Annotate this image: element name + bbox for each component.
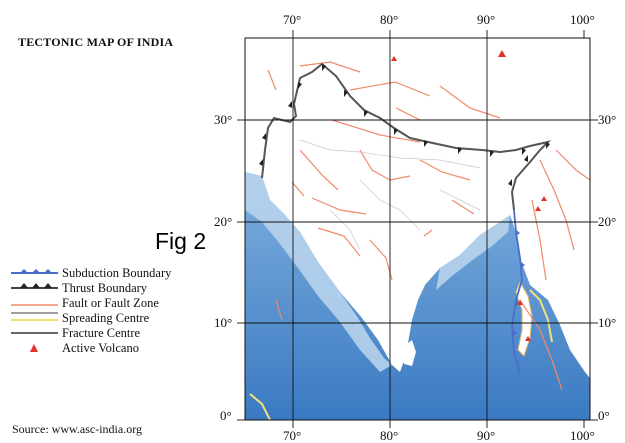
lon-label-bottom-70: 70° xyxy=(283,428,301,443)
legend-label-volcano: Active Volcano xyxy=(62,341,139,355)
lat-label-right-10: 10° xyxy=(598,315,616,330)
lon-label-top-90: 90° xyxy=(477,12,495,27)
subduction-symbol-icon xyxy=(11,269,58,274)
figure-label: Fig 2 xyxy=(155,228,207,254)
legend-label-spreading: Spreading Centre xyxy=(62,311,150,325)
lat-label-left-0: 0° xyxy=(220,408,232,423)
lon-label-bottom-80: 80° xyxy=(380,428,398,443)
sri-lanka xyxy=(401,340,416,366)
lat-label-left-30: 30° xyxy=(214,112,232,127)
map-frame xyxy=(244,37,591,421)
legend-label-fracture: Fracture Centre xyxy=(62,326,141,340)
map-title: TECTONIC MAP OF INDIA xyxy=(18,35,174,49)
lat-label-left-20: 20° xyxy=(214,214,232,229)
lat-label-left-10: 10° xyxy=(214,315,232,330)
lat-label-right-0: 0° xyxy=(598,408,610,423)
volcano-markers xyxy=(391,50,547,341)
spreading-centre xyxy=(529,289,553,343)
thrust-symbol-icon xyxy=(11,283,58,289)
lat-label-right-20: 20° xyxy=(598,214,616,229)
lon-label-top-80: 80° xyxy=(380,12,398,27)
lat-label-right-30: 30° xyxy=(598,112,616,127)
graticule xyxy=(245,38,590,420)
spreading-centre-sw xyxy=(249,393,271,420)
lon-label-top-100: 100° xyxy=(570,12,595,27)
shallow-shelf-east xyxy=(436,215,510,290)
volcano-symbol-icon xyxy=(30,344,38,352)
fault-symbol-icon xyxy=(11,304,58,306)
legend-label-subduction: Subduction Boundary xyxy=(62,266,172,280)
lon-label-bottom-100: 100° xyxy=(570,428,595,443)
lon-label-bottom-90: 90° xyxy=(477,428,495,443)
subduction-boundary xyxy=(511,209,523,375)
spreading-symbol-icon xyxy=(11,312,58,322)
legend-label-fault: Fault or Fault Zone xyxy=(62,296,159,310)
source-credit: Source: www.asc-india.org xyxy=(12,422,142,436)
subduction-markers xyxy=(513,230,525,366)
lon-label-top-70: 70° xyxy=(283,12,301,27)
thrust-markers xyxy=(259,64,550,186)
fracture-symbol-icon xyxy=(11,332,58,334)
legend-label-thrust: Thrust Boundary xyxy=(62,281,148,295)
map-area xyxy=(245,38,590,420)
